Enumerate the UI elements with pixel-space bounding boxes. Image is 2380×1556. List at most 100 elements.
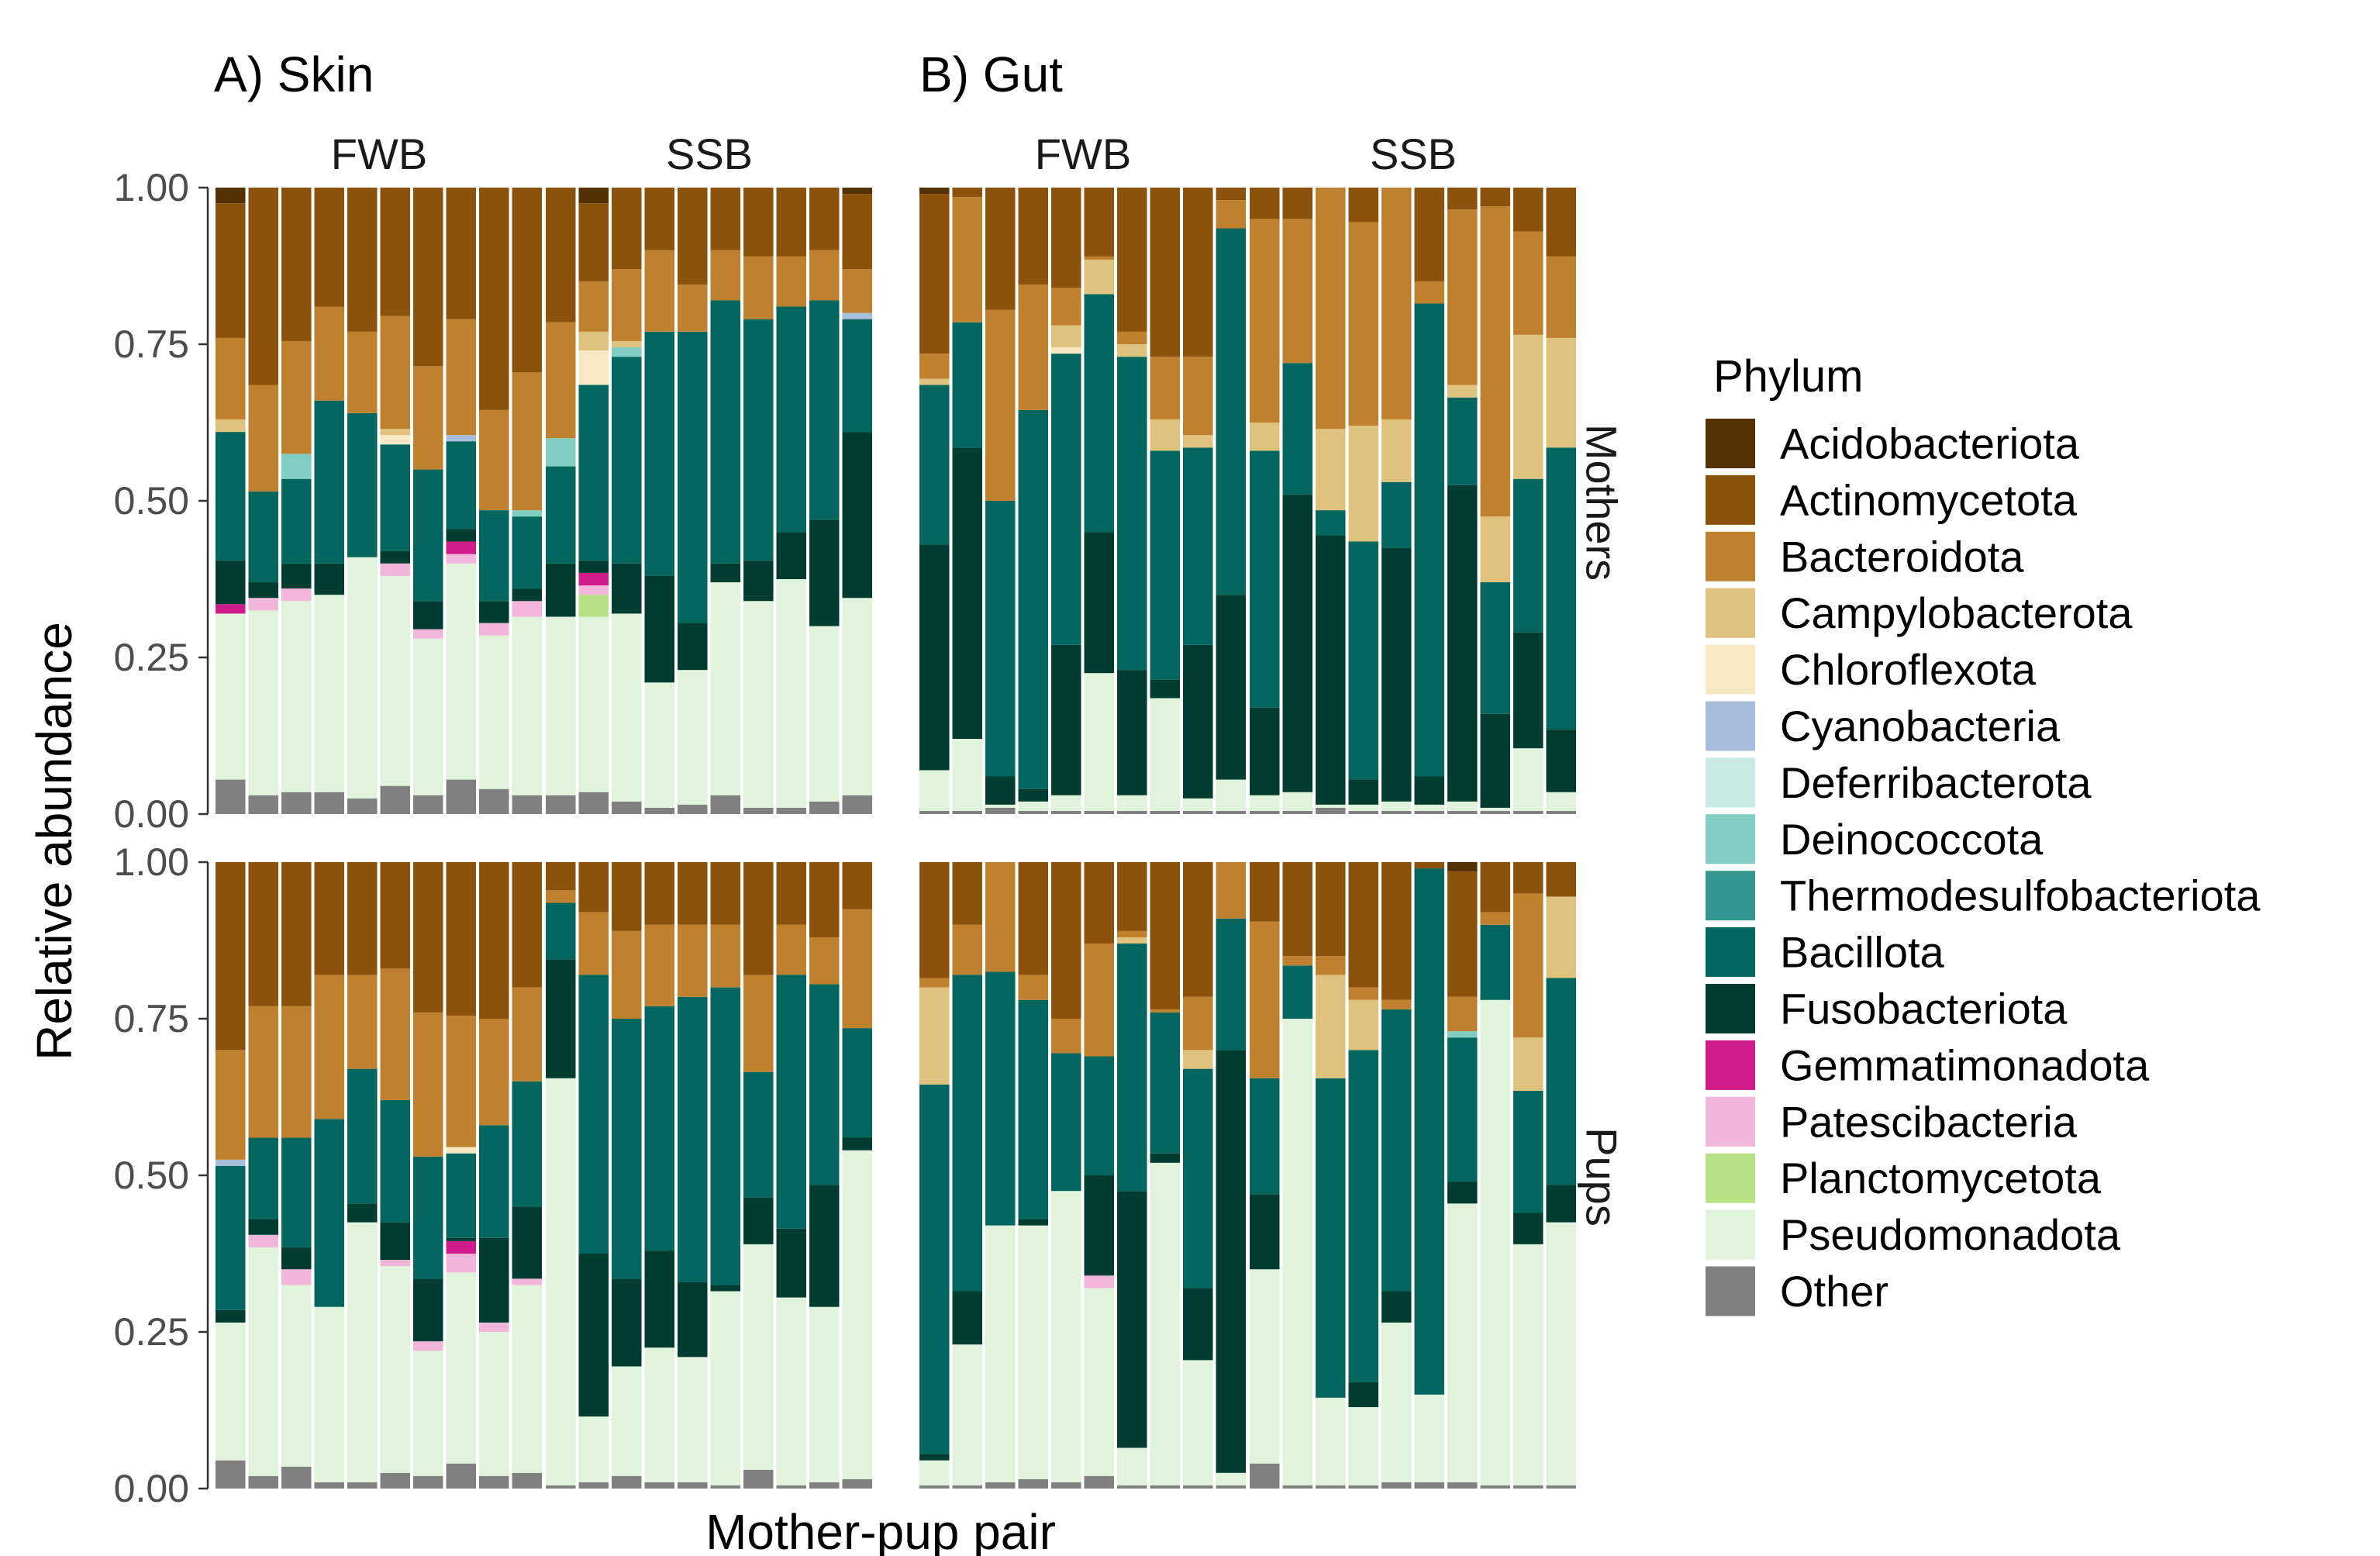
segment-fusobacteriota — [1051, 644, 1081, 795]
segment-bacteroidota — [1051, 288, 1081, 326]
segment-fusobacteriota — [809, 1185, 840, 1307]
bar-10 — [1216, 862, 1246, 1489]
segment-pseudomonadota — [1381, 801, 1412, 811]
segment-fusobacteriota — [578, 560, 609, 573]
segment-bacillota — [1183, 1068, 1213, 1289]
segment-bacillota — [479, 510, 509, 602]
segment-bacillota — [985, 501, 1016, 777]
segment-bacillota — [644, 331, 674, 576]
segment-actinomycetota — [1513, 862, 1544, 894]
bar-7 — [413, 188, 443, 814]
facet-a-skin-pups-ssb — [546, 862, 872, 1489]
segment-actinomycetota — [248, 188, 278, 385]
segment-fusobacteriota — [1250, 707, 1280, 795]
segment-actinomycetota — [1084, 188, 1114, 257]
segment-fusobacteriota — [1414, 776, 1444, 805]
segment-actinomycetota — [612, 862, 642, 931]
segment-bacillota — [678, 331, 708, 623]
segment-other — [578, 792, 609, 814]
segment-pseudomonadota — [1316, 1397, 1346, 1485]
segment-other — [1381, 1482, 1412, 1489]
panel-title-gut: B) Gut — [919, 47, 1063, 102]
segment-fusobacteriota — [1150, 1153, 1180, 1163]
bar-9 — [479, 188, 509, 814]
bar-3 — [1316, 188, 1346, 814]
segment-actinomycetota — [1250, 188, 1280, 219]
bar-4 — [314, 188, 344, 814]
segment-chloroflexota — [1051, 347, 1081, 354]
segment-pseudomonadota — [479, 635, 509, 789]
segment-other — [1216, 1485, 1246, 1489]
legend-item-planctomycetota: Planctomycetota — [1706, 1153, 2102, 1203]
segment-fusobacteriota — [216, 560, 246, 605]
segment-pseudomonadota — [1150, 698, 1180, 811]
segment-bacteroidota — [612, 930, 642, 1019]
segment-campylobacterota — [1348, 999, 1378, 1051]
segment-fusobacteriota — [512, 1206, 542, 1279]
bar-1 — [919, 862, 950, 1489]
segment-bacteroidota — [1381, 999, 1412, 1009]
segment-patescibacteria — [380, 563, 410, 576]
segment-fusobacteriota — [413, 1278, 443, 1342]
segment-fusobacteriota — [281, 1247, 312, 1270]
bar-1 — [919, 188, 950, 814]
segment-pseudomonadota — [985, 1225, 1016, 1482]
segment-fusobacteriota — [1216, 1050, 1246, 1473]
bar-9 — [1513, 862, 1544, 1489]
segment-pseudomonadota — [281, 1285, 312, 1467]
segment-actinomycetota — [1018, 188, 1048, 285]
segment-pseudomonadota — [612, 1366, 642, 1476]
bar-9 — [1183, 862, 1213, 1489]
bar-8 — [446, 188, 476, 814]
segment-pseudomonadota — [347, 557, 378, 799]
segment-actinomycetota — [1282, 188, 1312, 219]
segment-other — [1250, 1463, 1280, 1489]
segment-bacteroidota — [1183, 357, 1213, 436]
plot-layer: 0.000.250.500.751.000.000.250.500.751.00 — [114, 166, 1576, 1510]
segment-bacteroidota — [512, 987, 542, 1082]
segment-acidobacteriota — [919, 188, 950, 195]
segment-pseudomonadota — [1447, 801, 1478, 811]
segment-other — [248, 1475, 278, 1489]
segment-bacteroidota — [710, 924, 740, 988]
segment-cyanobacteria — [842, 312, 872, 319]
segment-other — [1018, 810, 1048, 814]
segment-actinomycetota — [1051, 862, 1081, 1019]
segment-bacillota — [1282, 965, 1312, 1019]
segment-fusobacteriota — [952, 1291, 982, 1345]
segment-fusobacteriota — [644, 1250, 674, 1348]
segment-fusobacteriota — [776, 532, 806, 579]
segment-pseudomonadota — [678, 670, 708, 805]
segment-bacillota — [644, 1006, 674, 1251]
segment-actinomycetota — [413, 862, 443, 1013]
segment-fusobacteriota — [842, 432, 872, 599]
segment-fusobacteriota — [919, 544, 950, 771]
segment-acidobacteriota — [216, 188, 246, 204]
segment-actinomycetota — [809, 862, 840, 937]
segment-bacteroidota — [1282, 956, 1312, 966]
facet-b-gut-mothers-fwb — [919, 188, 1246, 814]
segment-fusobacteriota — [1513, 632, 1544, 749]
segment-other — [1018, 1478, 1048, 1489]
segment-other — [248, 795, 278, 814]
segment-actinomycetota — [1250, 862, 1280, 922]
segment-actinomycetota — [1414, 862, 1444, 869]
segment-other — [842, 795, 872, 814]
segment-pseudomonadota — [743, 601, 774, 808]
segment-other — [743, 807, 774, 814]
segment-bacillota — [1250, 450, 1280, 708]
segment-bacteroidota — [1183, 996, 1213, 1051]
segment-patescibacteria — [248, 598, 278, 611]
segment-actinomycetota — [546, 188, 576, 323]
segment-bacteroidota — [1117, 930, 1147, 937]
segment-pseudomonadota — [842, 1150, 872, 1479]
segment-bacillota — [1051, 1053, 1081, 1192]
facet-b-gut-pups-ssb — [1250, 862, 1576, 1489]
segment-bacillota — [809, 984, 840, 1185]
bar-1 — [1250, 188, 1280, 814]
segment-actinomycetota — [216, 203, 246, 338]
segment-pseudomonadota — [1480, 807, 1510, 811]
segment-bacillota — [1018, 999, 1048, 1220]
segment-actinomycetota — [380, 188, 410, 316]
facet-a-skin-pups-fwb — [216, 862, 542, 1489]
